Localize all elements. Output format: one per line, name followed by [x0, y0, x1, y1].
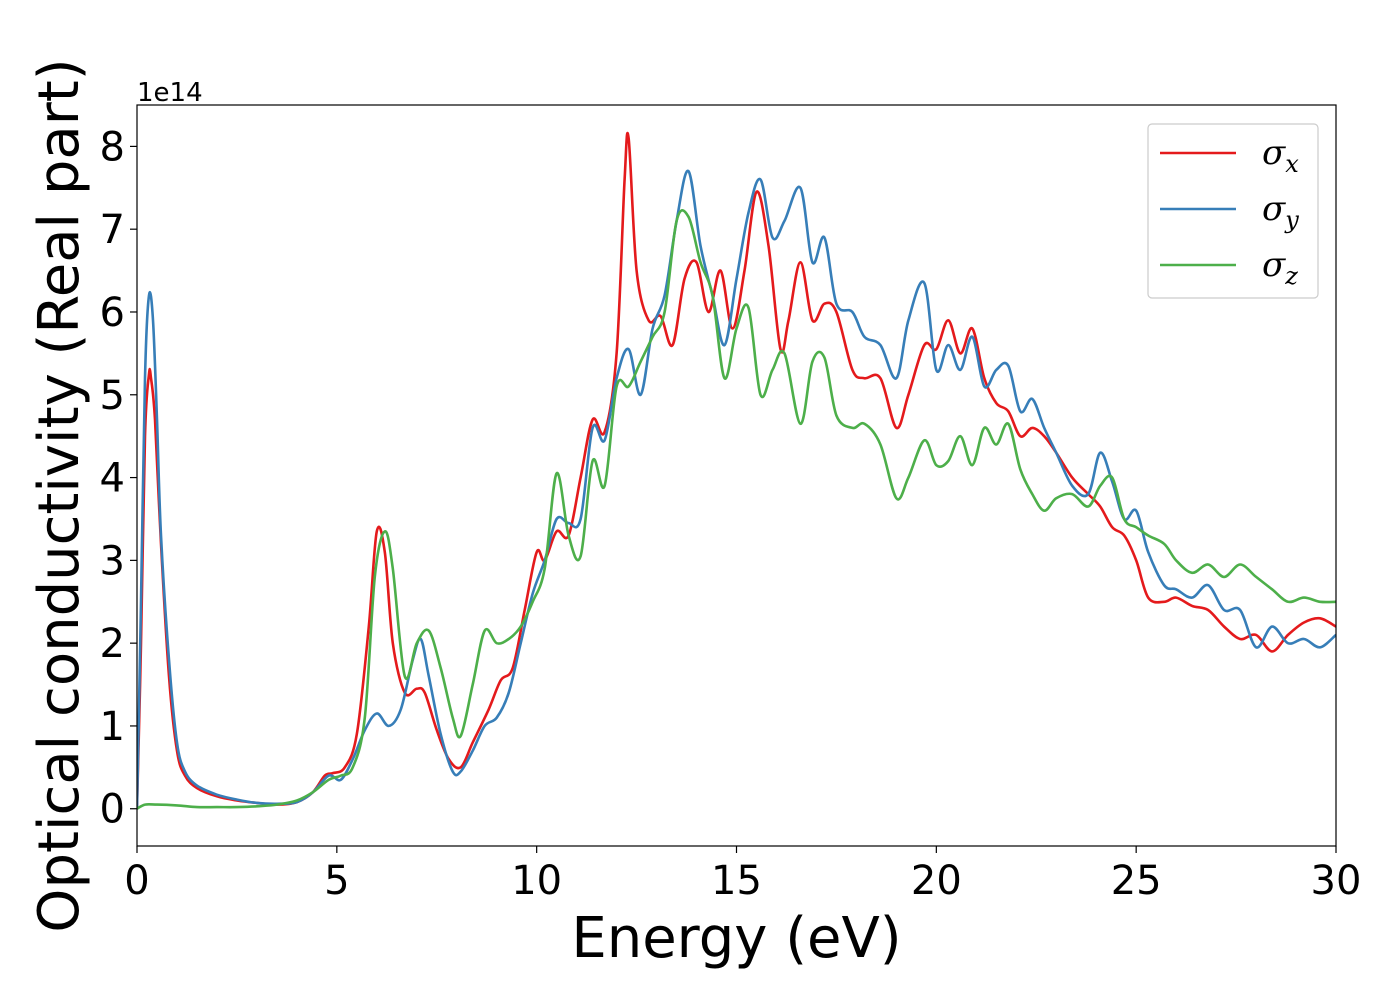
legend-symbol: σ — [1262, 245, 1286, 285]
y-tick-label: 6 — [100, 290, 125, 336]
y-tick-label: 0 — [100, 787, 125, 833]
y-axis-offset-label: 1e14 — [137, 78, 203, 108]
legend-symbol: σ — [1262, 133, 1286, 173]
x-tick-label: 15 — [711, 858, 762, 904]
legend-box — [1147, 123, 1319, 299]
y-tick-label: 3 — [100, 538, 125, 584]
x-tick-label: 10 — [511, 858, 562, 904]
y-tick-label: 5 — [100, 373, 125, 419]
legend-subscript: y — [1284, 206, 1299, 234]
legend-subscript: z — [1284, 262, 1298, 290]
x-tick-label: 25 — [1111, 858, 1162, 904]
legend-subscript: x — [1285, 150, 1299, 178]
y-axis-title: Optical conductivity (Real part) — [27, 58, 92, 932]
x-axis-ticks: 0 5 10 15 20 25 30 — [124, 846, 1361, 904]
legend-label-y: σy — [1262, 189, 1299, 234]
y-tick-label: 4 — [100, 456, 125, 502]
y-tick-label: 1 — [100, 704, 125, 750]
series-layer — [137, 131, 1336, 810]
x-tick-label: 5 — [324, 858, 349, 904]
y-tick-label: 7 — [100, 207, 125, 253]
y-tick-label: 2 — [100, 621, 125, 667]
y-axis-ticks: 0 1 2 3 4 5 6 7 8 — [100, 124, 137, 833]
legend-symbol: σ — [1262, 189, 1286, 229]
y-tick-label: 8 — [100, 124, 125, 170]
x-tick-label: 0 — [124, 858, 149, 904]
x-axis-title: Energy (eV) — [571, 906, 901, 971]
series-line-z — [137, 208, 1336, 810]
x-tick-label: 30 — [1311, 858, 1362, 904]
legend-label-x: σx — [1262, 133, 1299, 178]
legend-label-z: σz — [1262, 245, 1298, 290]
x-tick-label: 20 — [911, 858, 962, 904]
